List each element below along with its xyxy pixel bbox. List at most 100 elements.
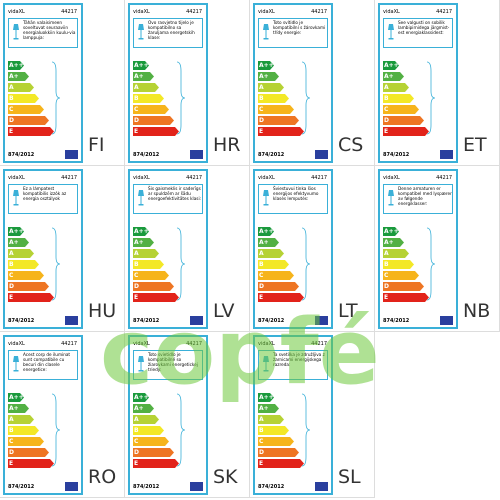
description: Acest corp de iluminat sunt compatibile …	[23, 352, 71, 372]
label-cell: vidaXL 44217 Toto svietidlo je kompatibiln…	[125, 332, 250, 498]
energy-class: A++	[259, 228, 274, 235]
energy-class: A+	[258, 404, 279, 413]
language-code: NB	[463, 300, 491, 322]
eu-flag	[440, 316, 453, 325]
energy-class: E	[258, 459, 304, 468]
language-code: RO	[88, 466, 117, 488]
brand: vidaXL	[8, 175, 25, 181]
energy-class: C	[383, 105, 419, 114]
product-code: 44217	[61, 9, 77, 15]
energy-class: A	[133, 249, 159, 258]
lamp-icon	[263, 24, 269, 40]
info-box: Ez a lámpatest kompatibilis izzók az ene…	[8, 184, 78, 214]
language-code: SL	[338, 466, 361, 488]
lamp-icon	[263, 356, 269, 372]
brand: vidaXL	[258, 9, 275, 15]
energy-class: A++	[9, 394, 24, 401]
lamp-icon	[138, 24, 144, 40]
energy-class: A	[133, 415, 159, 424]
description: Toto svietidlo je kompatibilné so žiarov…	[148, 352, 198, 372]
energy-class: E	[8, 127, 54, 136]
brace	[426, 61, 436, 135]
lamp-icon	[263, 190, 269, 206]
regulation: 874/2012	[258, 152, 285, 158]
eu-flag	[65, 482, 78, 491]
eu-flag	[190, 482, 203, 491]
energy-class: A	[383, 83, 409, 92]
energy-class: B	[133, 260, 164, 269]
description: Šis gaismeklis ir saderīgs ar spuldzēm a…	[148, 186, 202, 201]
energy-class: B	[383, 260, 414, 269]
lamp-icon	[138, 190, 144, 206]
language-code: LT	[338, 300, 358, 322]
description: Toto svítidlo je kompatibilní s žárovkam…	[273, 20, 326, 35]
description: Tähän valaisimeen soveltuvat seuraaviin …	[23, 20, 76, 40]
brand: vidaXL	[133, 341, 150, 347]
brace	[51, 227, 61, 301]
brace	[176, 227, 186, 301]
energy-class: A	[8, 83, 34, 92]
energy-class: A	[383, 249, 409, 258]
description: Ta svetilka je združljiva z žarnicami en…	[273, 352, 325, 367]
energy-class: A+	[8, 404, 29, 413]
energy-class: A+	[133, 72, 154, 81]
regulation: 874/2012	[8, 318, 35, 324]
energy-class: A++	[259, 62, 274, 69]
energy-class: A	[258, 83, 284, 92]
energy-label: vidaXL 44217 Toto svietidlo je kompatibiln…	[128, 335, 208, 495]
product-code: 44217	[436, 9, 452, 15]
language-code: ET	[463, 134, 487, 156]
info-box: Ta svetilka je združljiva z žarnicami en…	[258, 350, 328, 380]
language-code: SK	[213, 466, 238, 488]
brand: vidaXL	[133, 175, 150, 181]
energy-class: C	[258, 437, 294, 446]
energy-label: vidaXL 44217 Ovo rasvjetno tijelo je kompa…	[128, 3, 208, 163]
eu-flag	[65, 316, 78, 325]
brand: vidaXL	[383, 175, 400, 181]
brace	[426, 227, 436, 301]
product-code: 44217	[311, 341, 327, 347]
brand: vidaXL	[258, 175, 275, 181]
energy-class: B	[8, 94, 39, 103]
lamp-icon	[388, 24, 394, 40]
energy-class: E	[383, 127, 429, 136]
energy-class: A++	[134, 228, 149, 235]
energy-class: A+	[383, 72, 404, 81]
energy-class: B	[258, 260, 289, 269]
description: Ez a lámpatest kompatibilis izzók az ene…	[23, 186, 67, 201]
label-cell: vidaXL 44217 See valgusti on sobilik lambi…	[375, 0, 500, 166]
info-box: Denne armaturen er kompatibel med lyspær…	[383, 184, 453, 214]
energy-class: D	[133, 448, 174, 457]
label-cell: vidaXL 44217 Šviestuvui tinka šios energij…	[250, 166, 375, 332]
energy-class: E	[133, 459, 179, 468]
lamp-icon	[388, 190, 394, 206]
energy-label: vidaXL 44217 Ta svetilka je združljiva z ž…	[253, 335, 333, 495]
eu-flag	[315, 150, 328, 159]
product-code: 44217	[186, 9, 202, 15]
label-cell: vidaXL 44217 Denne armaturen er kompatibel…	[375, 166, 500, 332]
energy-class: A	[258, 415, 284, 424]
description: Šviestuvui tinka šios energijos efektyvu…	[273, 186, 319, 201]
energy-class: A	[133, 83, 159, 92]
regulation: 874/2012	[8, 484, 35, 490]
info-box: Šviestuvui tinka šios energijos efektyvu…	[258, 184, 328, 214]
energy-class: B	[133, 426, 164, 435]
description: See valgusti on sobilik lambipirnidega j…	[398, 20, 450, 35]
energy-class: E	[8, 459, 54, 468]
brace	[176, 393, 186, 467]
regulation: 874/2012	[8, 152, 35, 158]
brace	[51, 61, 61, 135]
info-box: Ovo rasvjetno tijelo je kompatibilno sa …	[133, 18, 203, 48]
energy-class: C	[258, 271, 294, 280]
energy-class: D	[258, 448, 299, 457]
energy-class: D	[383, 282, 424, 291]
energy-label: vidaXL 44217 Denne armaturen er kompatibel…	[378, 169, 458, 329]
energy-class: C	[8, 105, 44, 114]
energy-class: A+	[383, 238, 404, 247]
eu-flag	[190, 150, 203, 159]
energy-class: E	[383, 293, 429, 302]
energy-class: D	[383, 116, 424, 125]
language-code: HR	[213, 134, 241, 156]
energy-class: A+	[258, 72, 279, 81]
energy-class: B	[8, 260, 39, 269]
